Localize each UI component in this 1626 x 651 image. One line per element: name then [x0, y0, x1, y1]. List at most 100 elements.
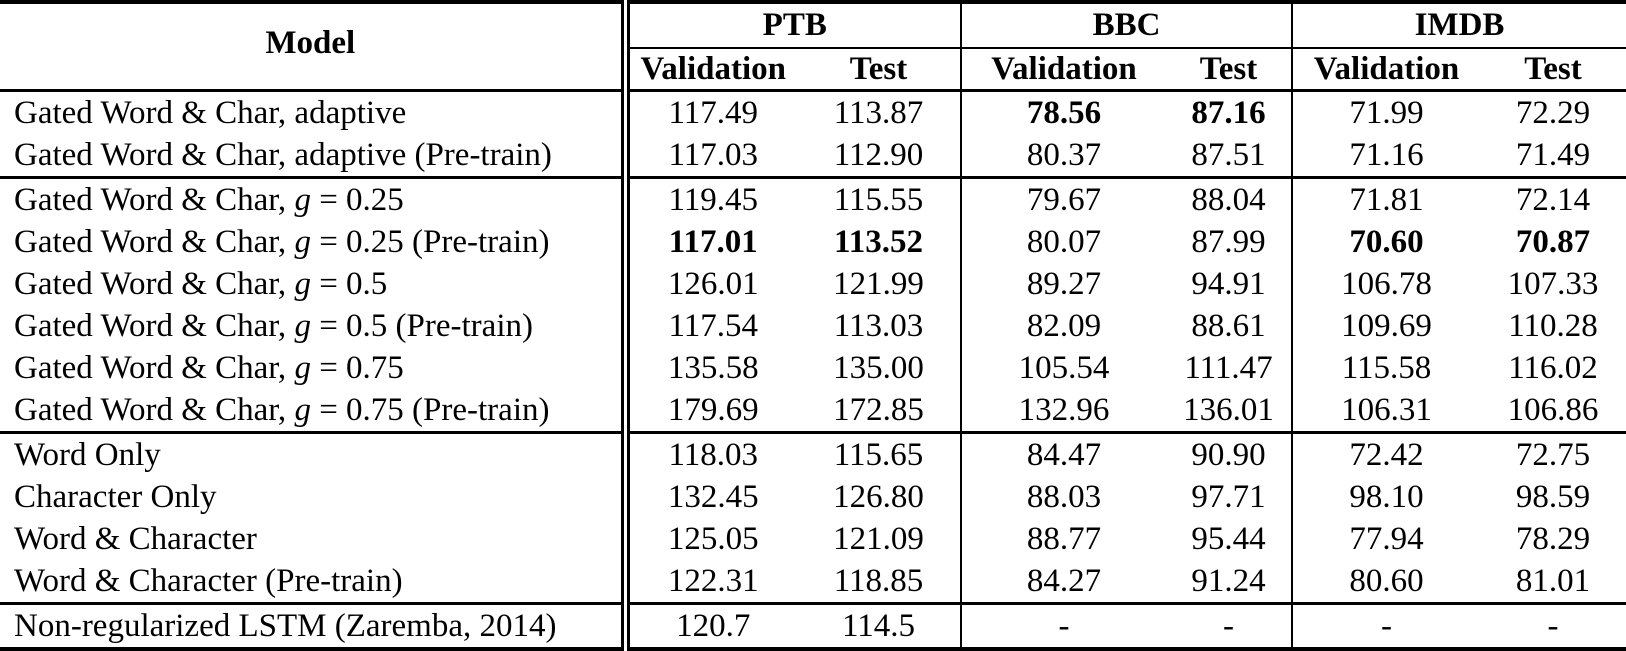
- model-cell: Gated Word & Char, g = 0.25: [0, 177, 630, 221]
- value-cell: 117.03: [625, 134, 797, 179]
- value-cell: 106.31: [1291, 389, 1481, 434]
- value-cell: 79.67: [960, 177, 1166, 221]
- table-row: Gated Word & Char, adaptive (Pre-train) 1…: [0, 134, 1626, 179]
- group-header-row: Model PTB BBC IMDB: [0, 2, 1626, 92]
- value-cell: 132.45: [667, 478, 759, 515]
- value-cell: 126.01: [667, 265, 759, 302]
- table-row: Gated Word & Char, g = 0.25 (Pre-train) 1…: [0, 221, 1626, 263]
- value-cell: -: [1223, 607, 1234, 644]
- value-cell: 119.45: [668, 181, 759, 218]
- value-cell: 110.28: [1508, 307, 1598, 344]
- group-header-ptb: PTB: [625, 2, 961, 49]
- value-cell: 118.85: [797, 560, 961, 605]
- column-header-model: Model: [0, 2, 630, 92]
- value-cell: 113.87: [833, 94, 924, 131]
- group-header-bbc: BBC: [959, 2, 1293, 49]
- value-cell: 70.87: [1515, 223, 1591, 260]
- value-cell: 78.29: [1515, 520, 1591, 557]
- column-header-ptb-validation: Validation: [625, 48, 797, 92]
- value-cell: 115.55: [833, 181, 924, 218]
- value-cell: -: [1547, 607, 1559, 644]
- table-body: Gated Word & Char, adaptive 117.49 113.87 7…: [0, 90, 1626, 649]
- value-cell: 105.54: [960, 347, 1166, 389]
- value-cell: 95.44: [1191, 520, 1266, 557]
- value-cell: 113.52: [834, 223, 923, 260]
- model-cell: Gated Word & Char, g = 0.75: [0, 347, 630, 389]
- value-cell: 88.04: [1191, 181, 1266, 218]
- value-cell: 116.02: [1508, 349, 1598, 386]
- value-cell: 87.99: [1191, 223, 1266, 260]
- value-cell: 111.47: [1184, 349, 1273, 386]
- table-row: Non-regularized LSTM (Zaremba, 2014) 120.…: [0, 603, 1626, 649]
- column-header-ptb-test: Test: [797, 48, 961, 92]
- value-cell: 71.99: [1291, 90, 1481, 134]
- model-cell: Gated Word & Char, adaptive: [0, 90, 630, 134]
- value-cell: 81.01: [1480, 560, 1626, 605]
- value-cell: 135.58: [667, 349, 759, 386]
- value-cell: 87.16: [1191, 94, 1266, 131]
- model-cell: Non-regularized LSTM (Zaremba, 2014): [0, 603, 630, 649]
- value-cell: 179.69: [625, 389, 797, 434]
- value-cell: 82.09: [960, 305, 1166, 347]
- value-cell: 72.29: [1515, 94, 1591, 131]
- value-cell: 106.86: [1480, 389, 1626, 434]
- value-cell: 72.42: [1291, 432, 1481, 476]
- value-cell: 78.56: [960, 90, 1166, 134]
- sub-header-row: Validation Test Validation Test Validati…: [0, 48, 1626, 92]
- value-cell: 118.03: [668, 436, 759, 473]
- value-cell: 71.81: [1291, 177, 1481, 221]
- table-row: Gated Word & Char, g = 0.5 (Pre-train) 11…: [0, 305, 1626, 347]
- value-cell: 121.99: [833, 265, 924, 302]
- model-cell: Gated Word & Char, g = 0.5 (Pre-train): [0, 305, 630, 347]
- value-cell: 80.60: [1291, 560, 1481, 605]
- table-row: Gated Word & Char, g = 0.25 119.45 115.55 7…: [0, 177, 1626, 221]
- value-cell: 117.54: [668, 307, 759, 344]
- value-cell: 87.51: [1166, 134, 1293, 179]
- value-cell: 80.07: [960, 221, 1166, 263]
- value-cell: 88.77: [960, 518, 1166, 560]
- value-cell: 125.05: [667, 520, 759, 557]
- model-cell: Gated Word & Char, g = 0.75 (Pre-train): [0, 389, 630, 434]
- value-cell: 71.16: [1291, 134, 1481, 179]
- value-cell: 72.14: [1515, 181, 1591, 218]
- group-header-imdb: IMDB: [1291, 2, 1626, 49]
- value-cell: 121.09: [833, 520, 924, 557]
- value-cell: 88.61: [1191, 307, 1266, 344]
- value-cell: 98.10: [1291, 476, 1481, 518]
- table-row: Gated Word & Char, g = 0.75 (Pre-train) 1…: [0, 389, 1626, 434]
- value-cell: 113.03: [833, 307, 924, 344]
- value-cell: 72.75: [1515, 436, 1591, 473]
- model-cell: Gated Word & Char, g = 0.5: [0, 263, 630, 305]
- value-cell: -: [1291, 603, 1481, 649]
- value-cell: 77.94: [1291, 518, 1481, 560]
- column-header-imdb-validation: Validation: [1291, 48, 1481, 92]
- model-cell: Word Only: [0, 432, 630, 476]
- column-header-imdb-test: Test: [1480, 48, 1626, 92]
- value-cell: 90.90: [1191, 436, 1266, 473]
- value-cell: 136.01: [1166, 389, 1293, 434]
- value-cell: 126.80: [833, 478, 924, 515]
- value-cell: 97.71: [1191, 478, 1266, 515]
- table-row: Gated Word & Char, g = 0.5 126.01 121.99 89…: [0, 263, 1626, 305]
- column-header-bbc-validation: Validation: [960, 48, 1166, 92]
- table-header: Model PTB BBC IMDB Validation Test Valid…: [0, 2, 1626, 92]
- value-cell: 172.85: [797, 389, 961, 434]
- value-cell: 106.78: [1291, 263, 1481, 305]
- value-cell: 94.91: [1191, 265, 1266, 302]
- table-row: Word Only 118.03 115.65 84.47 90.90 72.42 72.7…: [0, 432, 1626, 476]
- model-cell: Gated Word & Char, adaptive (Pre-train): [0, 134, 630, 179]
- value-cell: 112.90: [797, 134, 961, 179]
- value-cell: 117.49: [668, 94, 759, 131]
- table-row: Gated Word & Char, g = 0.75 135.58 135.00 1…: [0, 347, 1626, 389]
- value-cell: 122.31: [625, 560, 797, 605]
- column-header-bbc-test: Test: [1166, 48, 1293, 92]
- value-cell: 117.01: [668, 223, 758, 260]
- value-cell: 135.00: [833, 349, 924, 386]
- model-cell: Gated Word & Char, g = 0.25 (Pre-train): [0, 221, 630, 263]
- value-cell: 109.69: [1291, 305, 1481, 347]
- value-cell: 84.27: [960, 560, 1166, 605]
- value-cell: 89.27: [960, 263, 1166, 305]
- table-row: Character Only 132.45 126.80 88.03 97.71 98.1…: [0, 476, 1626, 518]
- table-row: Word & Character (Pre-train) 122.31 118.85…: [0, 560, 1626, 605]
- model-cell: Word & Character (Pre-train): [0, 560, 630, 605]
